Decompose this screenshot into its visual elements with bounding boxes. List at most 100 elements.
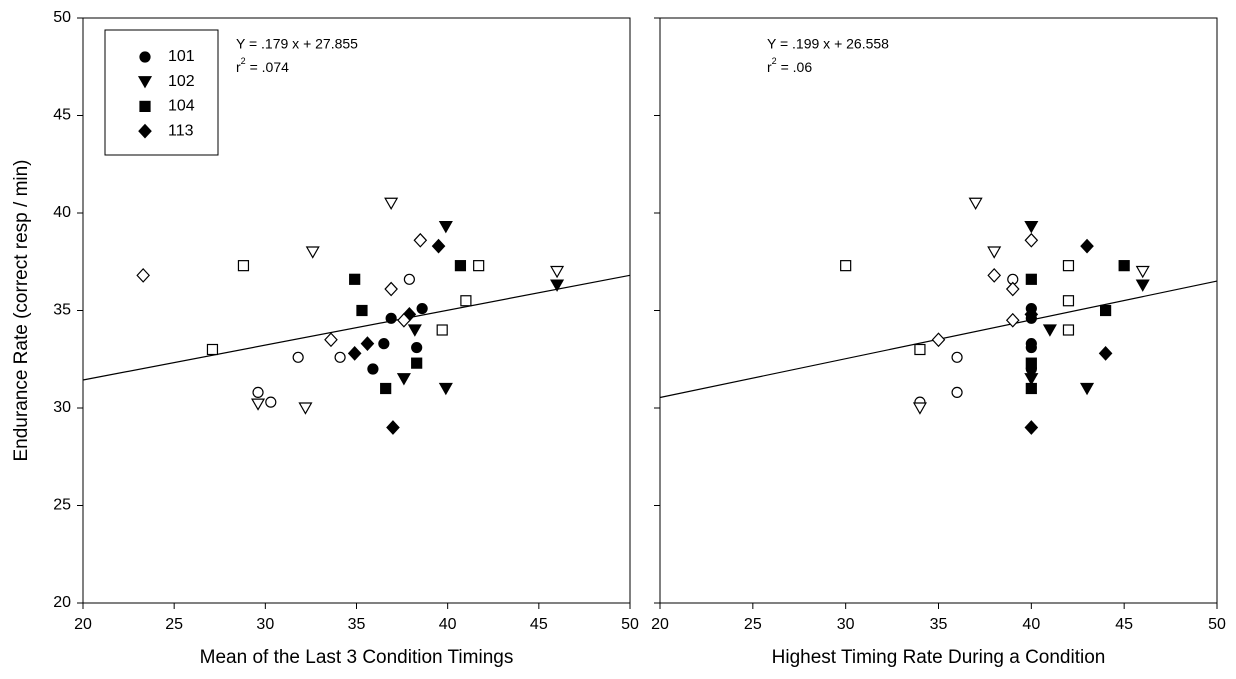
x-tick-label: 40 — [1022, 616, 1040, 633]
point — [1135, 265, 1150, 279]
point — [1025, 341, 1037, 354]
point — [378, 338, 390, 350]
legend-label: 101 — [168, 48, 195, 65]
point — [1098, 346, 1113, 361]
point — [413, 232, 428, 248]
point — [1080, 238, 1094, 254]
x-tick-label: 40 — [439, 616, 457, 633]
point — [460, 295, 472, 307]
r-squared-value: = .074 — [246, 59, 289, 75]
point — [347, 346, 362, 361]
legend-label: 104 — [168, 98, 195, 115]
x-tick-label: 30 — [256, 616, 274, 633]
x-tick-label: 25 — [744, 616, 762, 633]
point — [438, 221, 453, 234]
point — [1042, 324, 1057, 337]
x-tick-label: 35 — [930, 616, 948, 633]
point — [251, 398, 266, 411]
point — [550, 279, 565, 292]
point — [987, 246, 1002, 259]
point — [436, 324, 448, 336]
point — [136, 268, 150, 283]
x-tick-label: 45 — [1115, 616, 1133, 633]
legend-marker — [138, 123, 152, 139]
point — [1079, 382, 1095, 396]
x-tick-label: 20 — [651, 616, 669, 633]
legend-label: 113 — [168, 122, 194, 139]
r-squared: r2 = .074 — [236, 56, 289, 74]
point — [334, 351, 346, 363]
legend-marker — [139, 100, 151, 113]
point — [912, 402, 927, 415]
point — [356, 304, 368, 317]
point — [1062, 260, 1075, 272]
point — [292, 351, 304, 363]
point — [431, 238, 446, 254]
x-axis-title: Mean of the Last 3 Condition Timings — [200, 647, 514, 668]
point — [951, 386, 963, 398]
point — [385, 312, 397, 324]
point — [386, 420, 400, 435]
r-squared-power: 2 — [241, 56, 246, 66]
point — [1005, 281, 1020, 297]
point — [1135, 279, 1150, 292]
point — [840, 260, 852, 272]
point — [380, 382, 392, 395]
point — [298, 402, 313, 415]
point — [367, 363, 379, 375]
x-tick-label: 50 — [1208, 616, 1226, 633]
fit-equation: Y = .179 x + 27.855 — [236, 36, 358, 52]
point — [1005, 312, 1020, 328]
y-tick-label: 30 — [53, 399, 71, 416]
point — [1025, 273, 1037, 285]
point — [407, 324, 422, 337]
point — [237, 260, 250, 272]
point — [1118, 260, 1130, 272]
point — [384, 281, 398, 297]
legend-box — [104, 29, 219, 156]
point — [550, 265, 565, 279]
point — [1025, 382, 1037, 395]
point — [473, 260, 485, 272]
x-tick-label: 25 — [165, 616, 183, 633]
r-squared-value: = .06 — [777, 59, 813, 75]
point — [349, 273, 361, 285]
point — [206, 343, 219, 356]
y-tick-label: 50 — [53, 9, 71, 26]
point — [411, 357, 423, 369]
x-tick-label: 20 — [74, 616, 92, 633]
point — [360, 336, 375, 352]
y-tick-label: 20 — [53, 594, 71, 611]
r-squared-symbol: r — [236, 59, 241, 75]
y-tick-label: 45 — [53, 107, 71, 124]
point — [914, 343, 926, 356]
point — [324, 332, 338, 348]
point — [438, 382, 453, 396]
point — [305, 246, 320, 259]
point — [931, 332, 946, 348]
point — [987, 268, 1002, 283]
r-squared-power: 2 — [772, 56, 777, 66]
point — [1024, 221, 1039, 234]
point — [384, 197, 399, 210]
y-tick-label: 35 — [53, 302, 71, 319]
r-squared-symbol: r — [767, 59, 772, 75]
point — [416, 302, 428, 315]
point — [1099, 304, 1112, 317]
r-squared: r2 = .06 — [767, 56, 812, 74]
point — [265, 396, 277, 408]
point — [396, 373, 411, 386]
point — [1024, 307, 1039, 322]
y-axis-title: Endurance Rate (correct resp / min) — [11, 159, 32, 461]
point — [1024, 232, 1039, 248]
y-tick-label: 25 — [53, 497, 71, 514]
x-tick-label: 30 — [837, 616, 855, 633]
x-tick-label: 45 — [530, 616, 548, 633]
point — [1062, 295, 1075, 307]
fit-line — [82, 274, 631, 381]
point — [1024, 420, 1039, 435]
point — [968, 197, 983, 210]
x-tick-label: 50 — [621, 616, 639, 633]
